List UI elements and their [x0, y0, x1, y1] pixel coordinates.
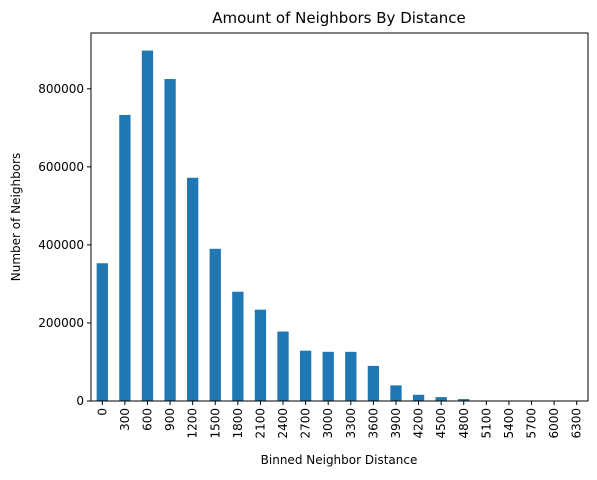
- x-tick-label: 6000: [547, 408, 561, 439]
- x-tick-label: 300: [118, 408, 132, 431]
- bar-2700: [300, 351, 311, 401]
- x-tick-label: 900: [163, 408, 177, 431]
- x-tick-label: 4200: [412, 408, 426, 439]
- x-axis-label: Binned Neighbor Distance: [261, 453, 418, 467]
- y-axis: 0 200000 400000 600000 800000: [38, 82, 91, 408]
- x-tick-label: 3900: [389, 408, 403, 439]
- x-tick-label: 4800: [457, 408, 471, 439]
- bar-4200: [413, 395, 424, 401]
- bar-3300: [345, 352, 356, 401]
- bar-1500: [210, 249, 221, 401]
- bar-300: [119, 115, 130, 401]
- y-tick-label: 400000: [38, 238, 84, 252]
- x-tick-label: 600: [140, 408, 154, 431]
- bar-1800: [232, 292, 243, 401]
- y-tick-label: 600000: [38, 160, 84, 174]
- x-tick-label: 2700: [299, 408, 313, 439]
- x-tick-label: 0: [95, 408, 109, 416]
- x-tick-label: 4500: [434, 408, 448, 439]
- x-tick-label: 6300: [570, 408, 584, 439]
- x-tick-label: 1200: [186, 408, 200, 439]
- bar-3600: [368, 366, 379, 401]
- x-tick-label: 3000: [321, 408, 335, 439]
- bar-0: [97, 263, 108, 401]
- x-tick-label: 5700: [525, 408, 539, 439]
- y-tick-label: 200000: [38, 316, 84, 330]
- bar-2400: [277, 332, 288, 401]
- bar-900: [164, 79, 175, 401]
- bar-600: [142, 51, 153, 401]
- x-tick-label: 3600: [366, 408, 380, 439]
- y-tick-label: 800000: [38, 82, 84, 96]
- x-tick-label: 5400: [502, 408, 516, 439]
- x-tick-label: 3300: [344, 408, 358, 439]
- bar-3000: [323, 352, 334, 401]
- x-tick-label: 2100: [253, 408, 267, 439]
- y-tick-label: 0: [76, 394, 84, 408]
- bar-2100: [255, 310, 266, 401]
- bars-group: [97, 51, 583, 401]
- x-tick-label: 1500: [208, 408, 222, 439]
- x-tick-label: 5100: [479, 408, 493, 439]
- bar-4500: [436, 397, 447, 401]
- y-axis-label: Number of Neighbors: [9, 153, 23, 281]
- chart-title: Amount of Neighbors By Distance: [212, 9, 466, 27]
- x-axis: 0 300 600 900 1200 1500 1800 2100 2400 2700 3000 33…: [95, 401, 583, 439]
- bar-3900: [390, 385, 401, 401]
- x-tick-label: 1800: [231, 408, 245, 439]
- bar-1200: [187, 178, 198, 401]
- x-tick-label: 2400: [276, 408, 290, 439]
